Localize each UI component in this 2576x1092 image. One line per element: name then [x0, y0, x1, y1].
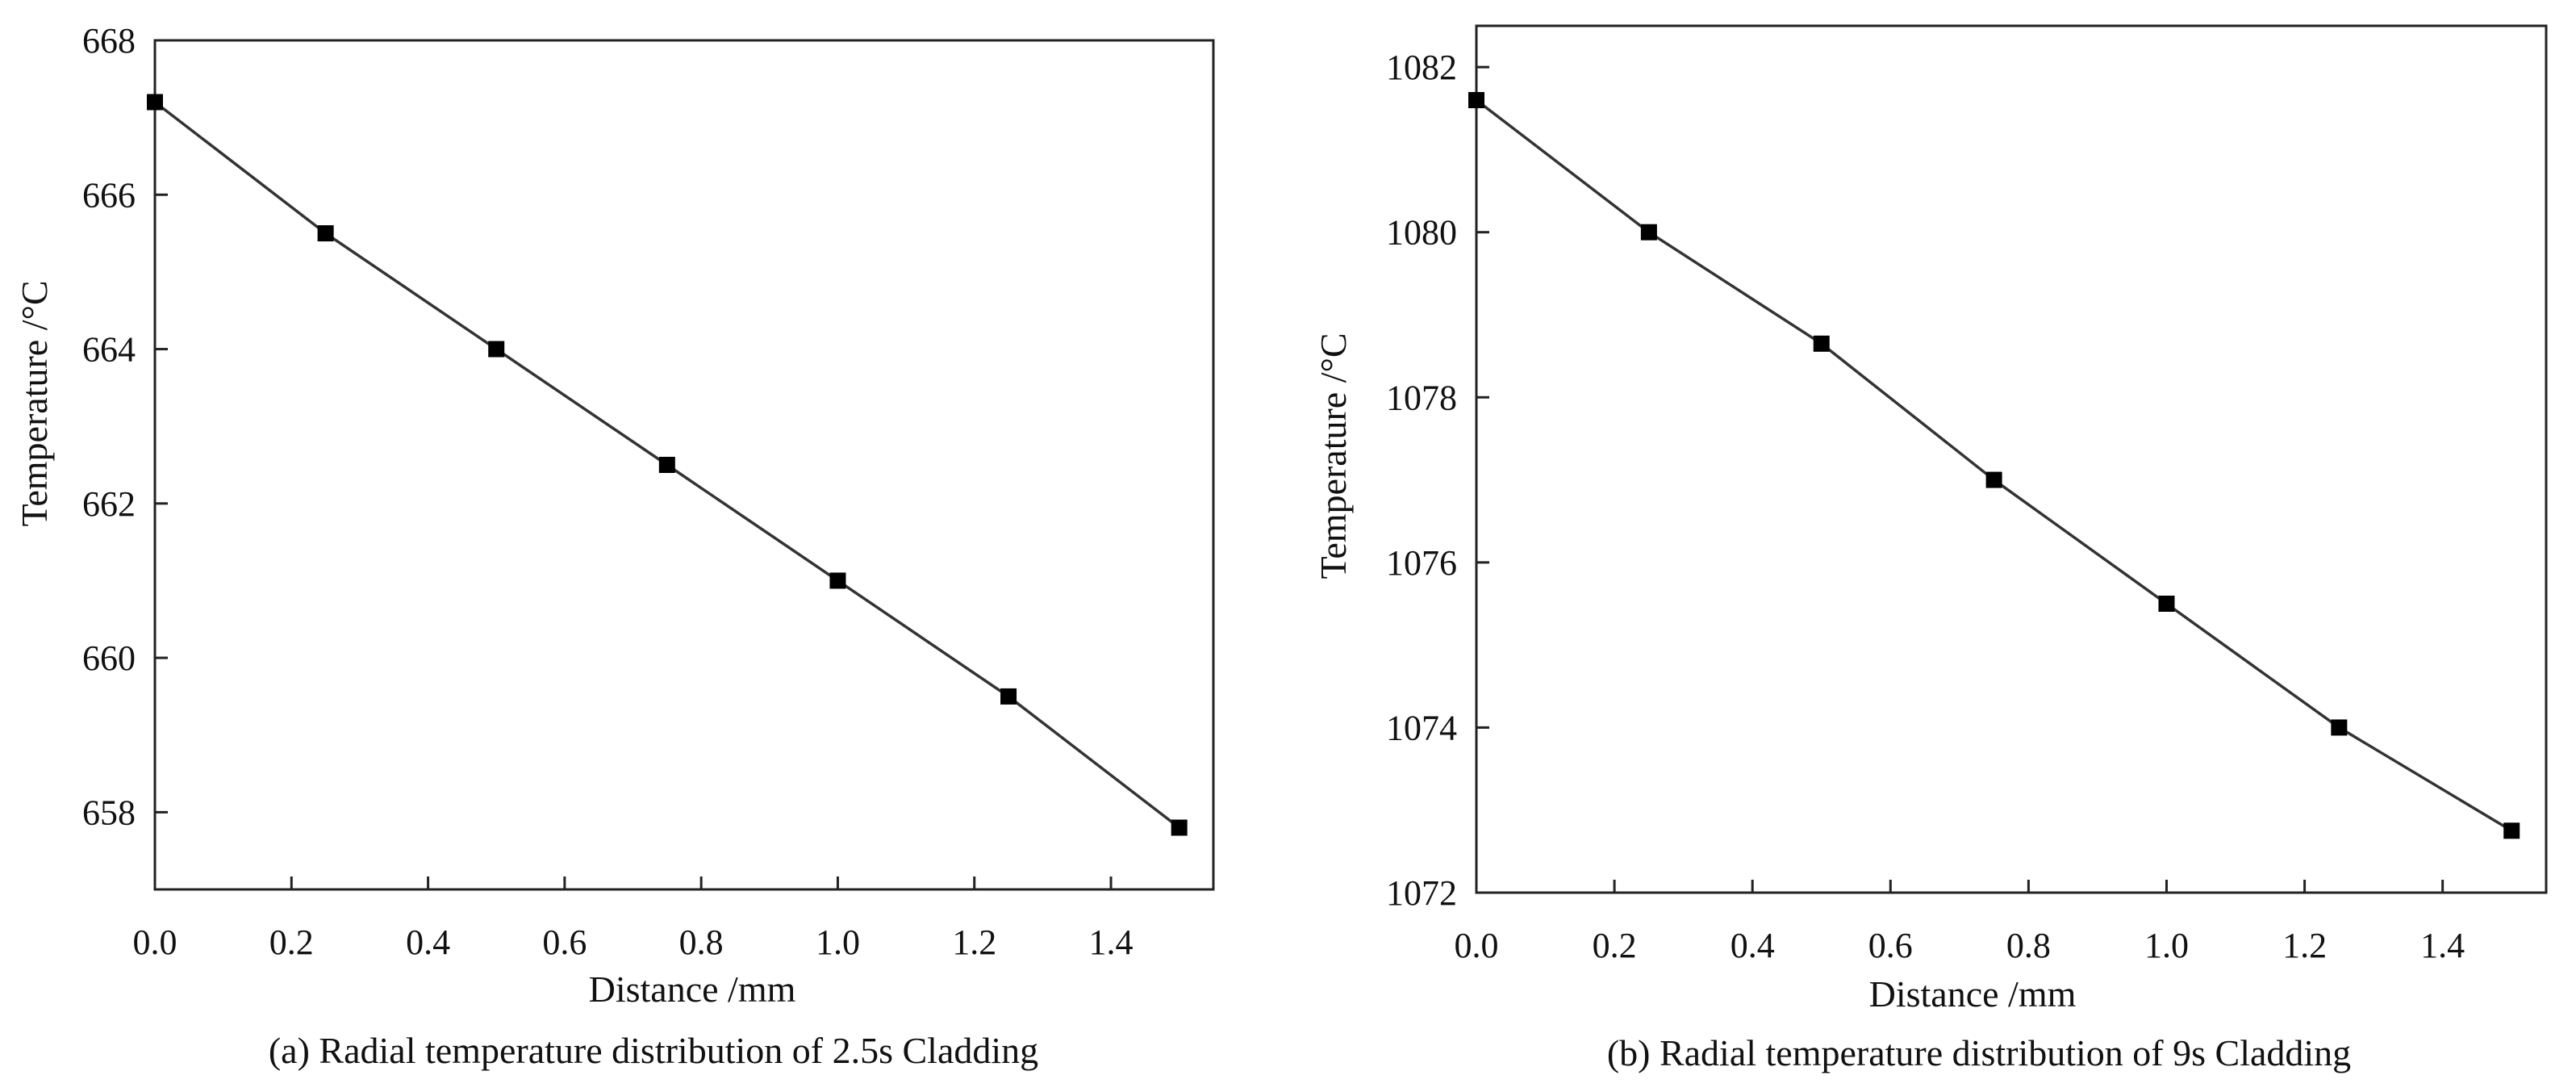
data-point-b	[1985, 471, 2002, 488]
data-point-a	[317, 225, 334, 242]
x-axis-label-b: Distance /mm	[1869, 973, 2077, 1015]
y-tick-label-b: 1076	[1386, 543, 1457, 583]
x-tick-label-b: 0.0	[1455, 926, 1499, 965]
chart-panel-a: 0.0 0.2 0.4 0.6 0.8 1.0 1.2 1.4 658 660 662 664 666…	[14, 21, 1215, 1071]
series-a	[147, 94, 1188, 836]
y-tick-label-a: 662	[82, 484, 136, 524]
series-b	[1468, 92, 2520, 839]
x-tick-label-a: 1.4	[1089, 923, 1134, 962]
y-tick-label-a: 666	[82, 175, 136, 215]
y-tick-label-b: 1074	[1386, 708, 1457, 747]
data-point-a	[1171, 819, 1188, 836]
x-tick-label-b: 1.4	[2420, 926, 2465, 965]
x-tick-label-a: 0.6	[542, 923, 587, 962]
chart-panel-b: 0.0 0.2 0.4 0.6 0.8 1.0 1.2 1.4 107210741076107…	[1313, 24, 2548, 1073]
data-point-a	[147, 94, 163, 111]
y-tick-label-b: 1082	[1386, 48, 1457, 87]
x-tick-label-a: 0.8	[679, 923, 724, 962]
y-tick-label-b: 1080	[1386, 213, 1457, 253]
data-point-b	[1813, 335, 1830, 352]
y-ticks-b: 1072 1074 1076 1078 1080 1082	[1386, 48, 1489, 913]
x-tick-label-b: 0.2	[1593, 926, 1637, 965]
x-tick-label-b: 1.2	[2282, 926, 2327, 965]
y-tick-label-a: 664	[82, 330, 136, 370]
data-point-a	[658, 457, 675, 473]
y-tick-label-b: 1078	[1386, 378, 1457, 417]
y-ticks-a: 658 660 662 664 666 668	[82, 21, 168, 832]
y-tick-label-a: 658	[82, 793, 136, 832]
y-axis-label-a: Temperature /°C	[14, 280, 55, 526]
y-tick-label-a: 668	[82, 21, 136, 61]
plot-frame-b	[1475, 24, 2548, 894]
x-ticks-b: 0.0 0.2 0.4 0.6 0.8 1.0 1.2 1.4	[1455, 880, 2465, 965]
x-tick-label-b: 0.8	[2006, 926, 2051, 965]
y-axis-label-b: Temperature /°C	[1313, 333, 1354, 579]
series-line-b	[1475, 98, 2513, 832]
x-tick-label-a: 1.0	[816, 923, 860, 962]
plot-frame-a	[153, 39, 1215, 891]
x-tick-label-a: 0.0	[133, 923, 177, 962]
x-tick-label-b: 0.4	[1731, 926, 1775, 965]
data-point-a	[1000, 688, 1017, 705]
data-point-a	[829, 572, 846, 589]
data-point-b	[1468, 92, 1484, 109]
caption-b: (b) Radial temperature distribution of 9…	[1607, 1032, 2351, 1073]
y-tick-label-b: 1072	[1386, 873, 1457, 913]
caption-a: (a) Radial temperature distribution of 2…	[269, 1030, 1038, 1071]
x-tick-label-b: 1.0	[2144, 926, 2189, 965]
data-point-b	[2158, 596, 2175, 612]
data-point-a	[488, 341, 505, 358]
data-point-b	[1640, 224, 1657, 241]
y-tick-label-a: 660	[82, 638, 136, 678]
x-tick-label-b: 0.6	[1868, 926, 1913, 965]
data-point-b	[2503, 822, 2520, 839]
x-tick-label-a: 1.2	[952, 923, 996, 962]
x-tick-label-a: 0.4	[406, 923, 450, 962]
x-ticks-a: 0.0 0.2 0.4 0.6 0.8 1.0 1.2 1.4	[133, 877, 1134, 962]
x-axis-label-a: Distance /mm	[589, 969, 796, 1010]
x-tick-label-a: 0.2	[269, 923, 314, 962]
data-point-b	[2331, 719, 2348, 736]
